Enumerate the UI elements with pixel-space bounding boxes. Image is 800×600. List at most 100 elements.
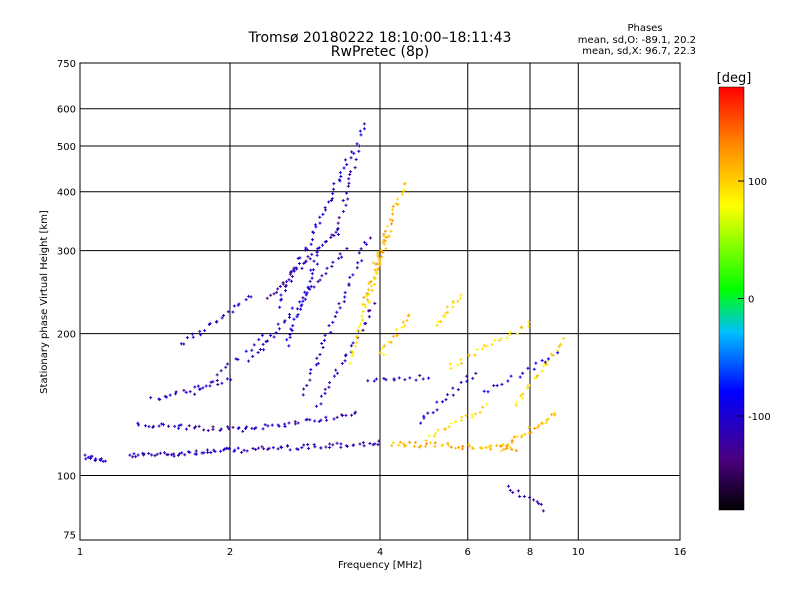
data-point [366,298,370,302]
data-point [296,421,300,425]
data-point [309,268,313,272]
data-point [456,445,460,449]
data-point [195,452,199,456]
data-point [319,394,323,398]
data-point [520,433,524,437]
data-point [523,432,527,436]
data-point [391,204,395,208]
data-point [440,400,444,404]
data-point [324,415,328,419]
data-point [355,142,359,146]
data-point [327,385,331,389]
data-point [290,306,294,310]
data-point [339,175,343,179]
data-point [414,440,418,444]
data-point [383,229,387,233]
data-point [372,275,376,279]
data-point [180,451,184,455]
data-point [266,424,270,428]
data-point [391,441,395,445]
data-point [286,444,290,448]
y-tick-label: 100 [57,472,76,483]
data-point [381,240,385,244]
data-point [398,440,402,444]
data-point [343,359,347,363]
data-point [247,359,251,363]
data-point [348,275,352,279]
data-point [349,170,353,174]
data-point [537,502,541,506]
data-point [364,242,368,246]
data-point [521,392,525,396]
data-point [328,446,332,450]
data-point [193,385,197,389]
data-point [279,293,283,297]
data-point [449,421,453,425]
data-point [366,379,370,383]
data-point [374,262,378,266]
data-point [355,335,359,339]
data-point [443,315,447,319]
data-point [83,453,87,457]
data-point [400,192,404,196]
colorbar-tick-label: 0 [748,295,754,306]
data-point [321,346,325,350]
data-point [526,366,530,370]
data-point [269,334,273,338]
data-point [303,290,307,294]
data-point [245,425,249,429]
data-point [396,203,400,207]
data-point [278,305,282,309]
data-point [449,366,453,370]
data-point [309,285,313,289]
data-point [512,435,516,439]
data-point [215,319,219,323]
data-point [419,421,423,425]
data-point [209,380,213,384]
data-point [244,349,248,353]
data-point [400,326,404,330]
y-tick-label: 75 [63,530,76,541]
data-point [177,424,181,428]
data-point [549,352,553,356]
data-point [367,281,371,285]
data-point [153,454,157,458]
data-point [378,257,382,261]
data-point [332,182,336,186]
data-point [423,445,427,449]
data-point [251,354,255,358]
data-point [403,182,407,186]
data-point [361,318,365,322]
data-point [394,202,398,206]
data-point [318,221,322,225]
data-point [540,358,544,362]
data-point [367,293,371,297]
data-point [539,502,543,506]
data-point [211,380,215,384]
data-point [142,452,146,456]
data-point [283,289,287,293]
x-axis-label: Frequency [MHz] [338,560,422,571]
data-point [132,452,136,456]
data-point [290,270,294,274]
data-point [397,443,401,447]
data-point [331,443,335,447]
data-point [289,279,293,283]
data-point [291,268,295,272]
data-point [335,371,339,375]
data-point [305,291,309,295]
data-point [339,445,343,449]
data-point [191,335,195,339]
data-point [184,390,188,394]
data-point [359,133,363,137]
data-point [369,279,373,283]
data-point [298,256,302,260]
data-point [509,374,513,378]
data-point [323,391,327,395]
data-point [231,310,235,314]
data-point [308,257,312,261]
data-point [451,386,455,390]
data-point [101,459,105,463]
data-point [184,427,188,431]
data-point [162,423,166,427]
